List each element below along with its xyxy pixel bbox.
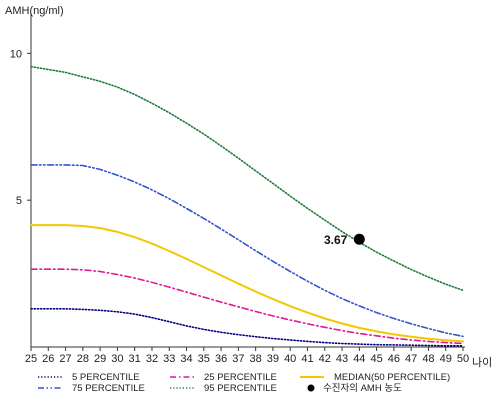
x-tick-label: 49	[440, 353, 452, 365]
y-axis-title: AMH(ng/ml)	[5, 5, 64, 17]
x-tick-label: 30	[111, 353, 123, 365]
legend-label-3: 95 PERCENTILE	[204, 383, 277, 394]
x-tick-label: 43	[336, 353, 348, 365]
y-tick-label: 5	[16, 195, 22, 207]
legend-label-0: 5 PERCENTILE	[72, 372, 140, 383]
x-tick-label: 45	[370, 353, 382, 365]
x-tick-label: 39	[267, 353, 279, 365]
x-tick-label: 33	[163, 353, 175, 365]
x-tick-label: 42	[319, 353, 331, 365]
x-tick-label: 36	[215, 353, 227, 365]
series-line-0	[30, 307, 464, 347]
patient-amh-point	[353, 233, 365, 245]
series-line-3	[30, 65, 464, 292]
legend-marker-patient	[307, 384, 315, 392]
axes: AMH(ng/ml) 나이	[5, 5, 492, 369]
x-tick-label: 47	[405, 353, 417, 365]
series-lines	[30, 65, 464, 347]
series-line-1	[30, 164, 464, 338]
y-tick-label: 10	[10, 48, 22, 60]
x-tick-label: 34	[180, 353, 192, 365]
x-tick-label: 38	[250, 353, 262, 365]
x-axis-title: 나이	[472, 356, 492, 369]
x-tick-label: 37	[232, 353, 244, 365]
legend-label-2: 25 PERCENTILE	[204, 372, 277, 383]
x-tick-label: 48	[422, 353, 434, 365]
x-tick-label: 41	[301, 353, 313, 365]
x-tick-label: 29	[94, 353, 106, 365]
x-tick-label: 28	[77, 353, 89, 365]
x-tick-label: 25	[25, 353, 37, 365]
x-tick-label: 50	[457, 353, 469, 365]
x-tick-label: 35	[198, 353, 210, 365]
y-ticks: 5 10	[10, 48, 31, 207]
x-tick-label: 31	[129, 353, 141, 365]
x-tick-label: 32	[146, 353, 158, 365]
legend-label-4: MEDIAN(50 PERCENTILE)	[334, 372, 450, 383]
x-tick-label: 44	[353, 353, 365, 365]
legend-label-1: 75 PERCENTILE	[72, 383, 145, 394]
series-line-2	[30, 268, 464, 345]
patient-marker: 3.67	[324, 233, 365, 247]
patient-amh-value-label: 3.67	[324, 233, 348, 247]
x-tick-label: 46	[388, 353, 400, 365]
legend-label-patient: 수진자의 AMH 농도	[323, 383, 402, 394]
x-tick-label: 26	[42, 353, 54, 365]
series-line-4	[30, 224, 464, 343]
x-ticks: 25 26 27 28 29 30 31 32 33 34 35 36 37 38 39 40 41 42 43 44…	[25, 347, 469, 365]
x-tick-label: 27	[59, 353, 71, 365]
x-tick-label: 40	[284, 353, 296, 365]
